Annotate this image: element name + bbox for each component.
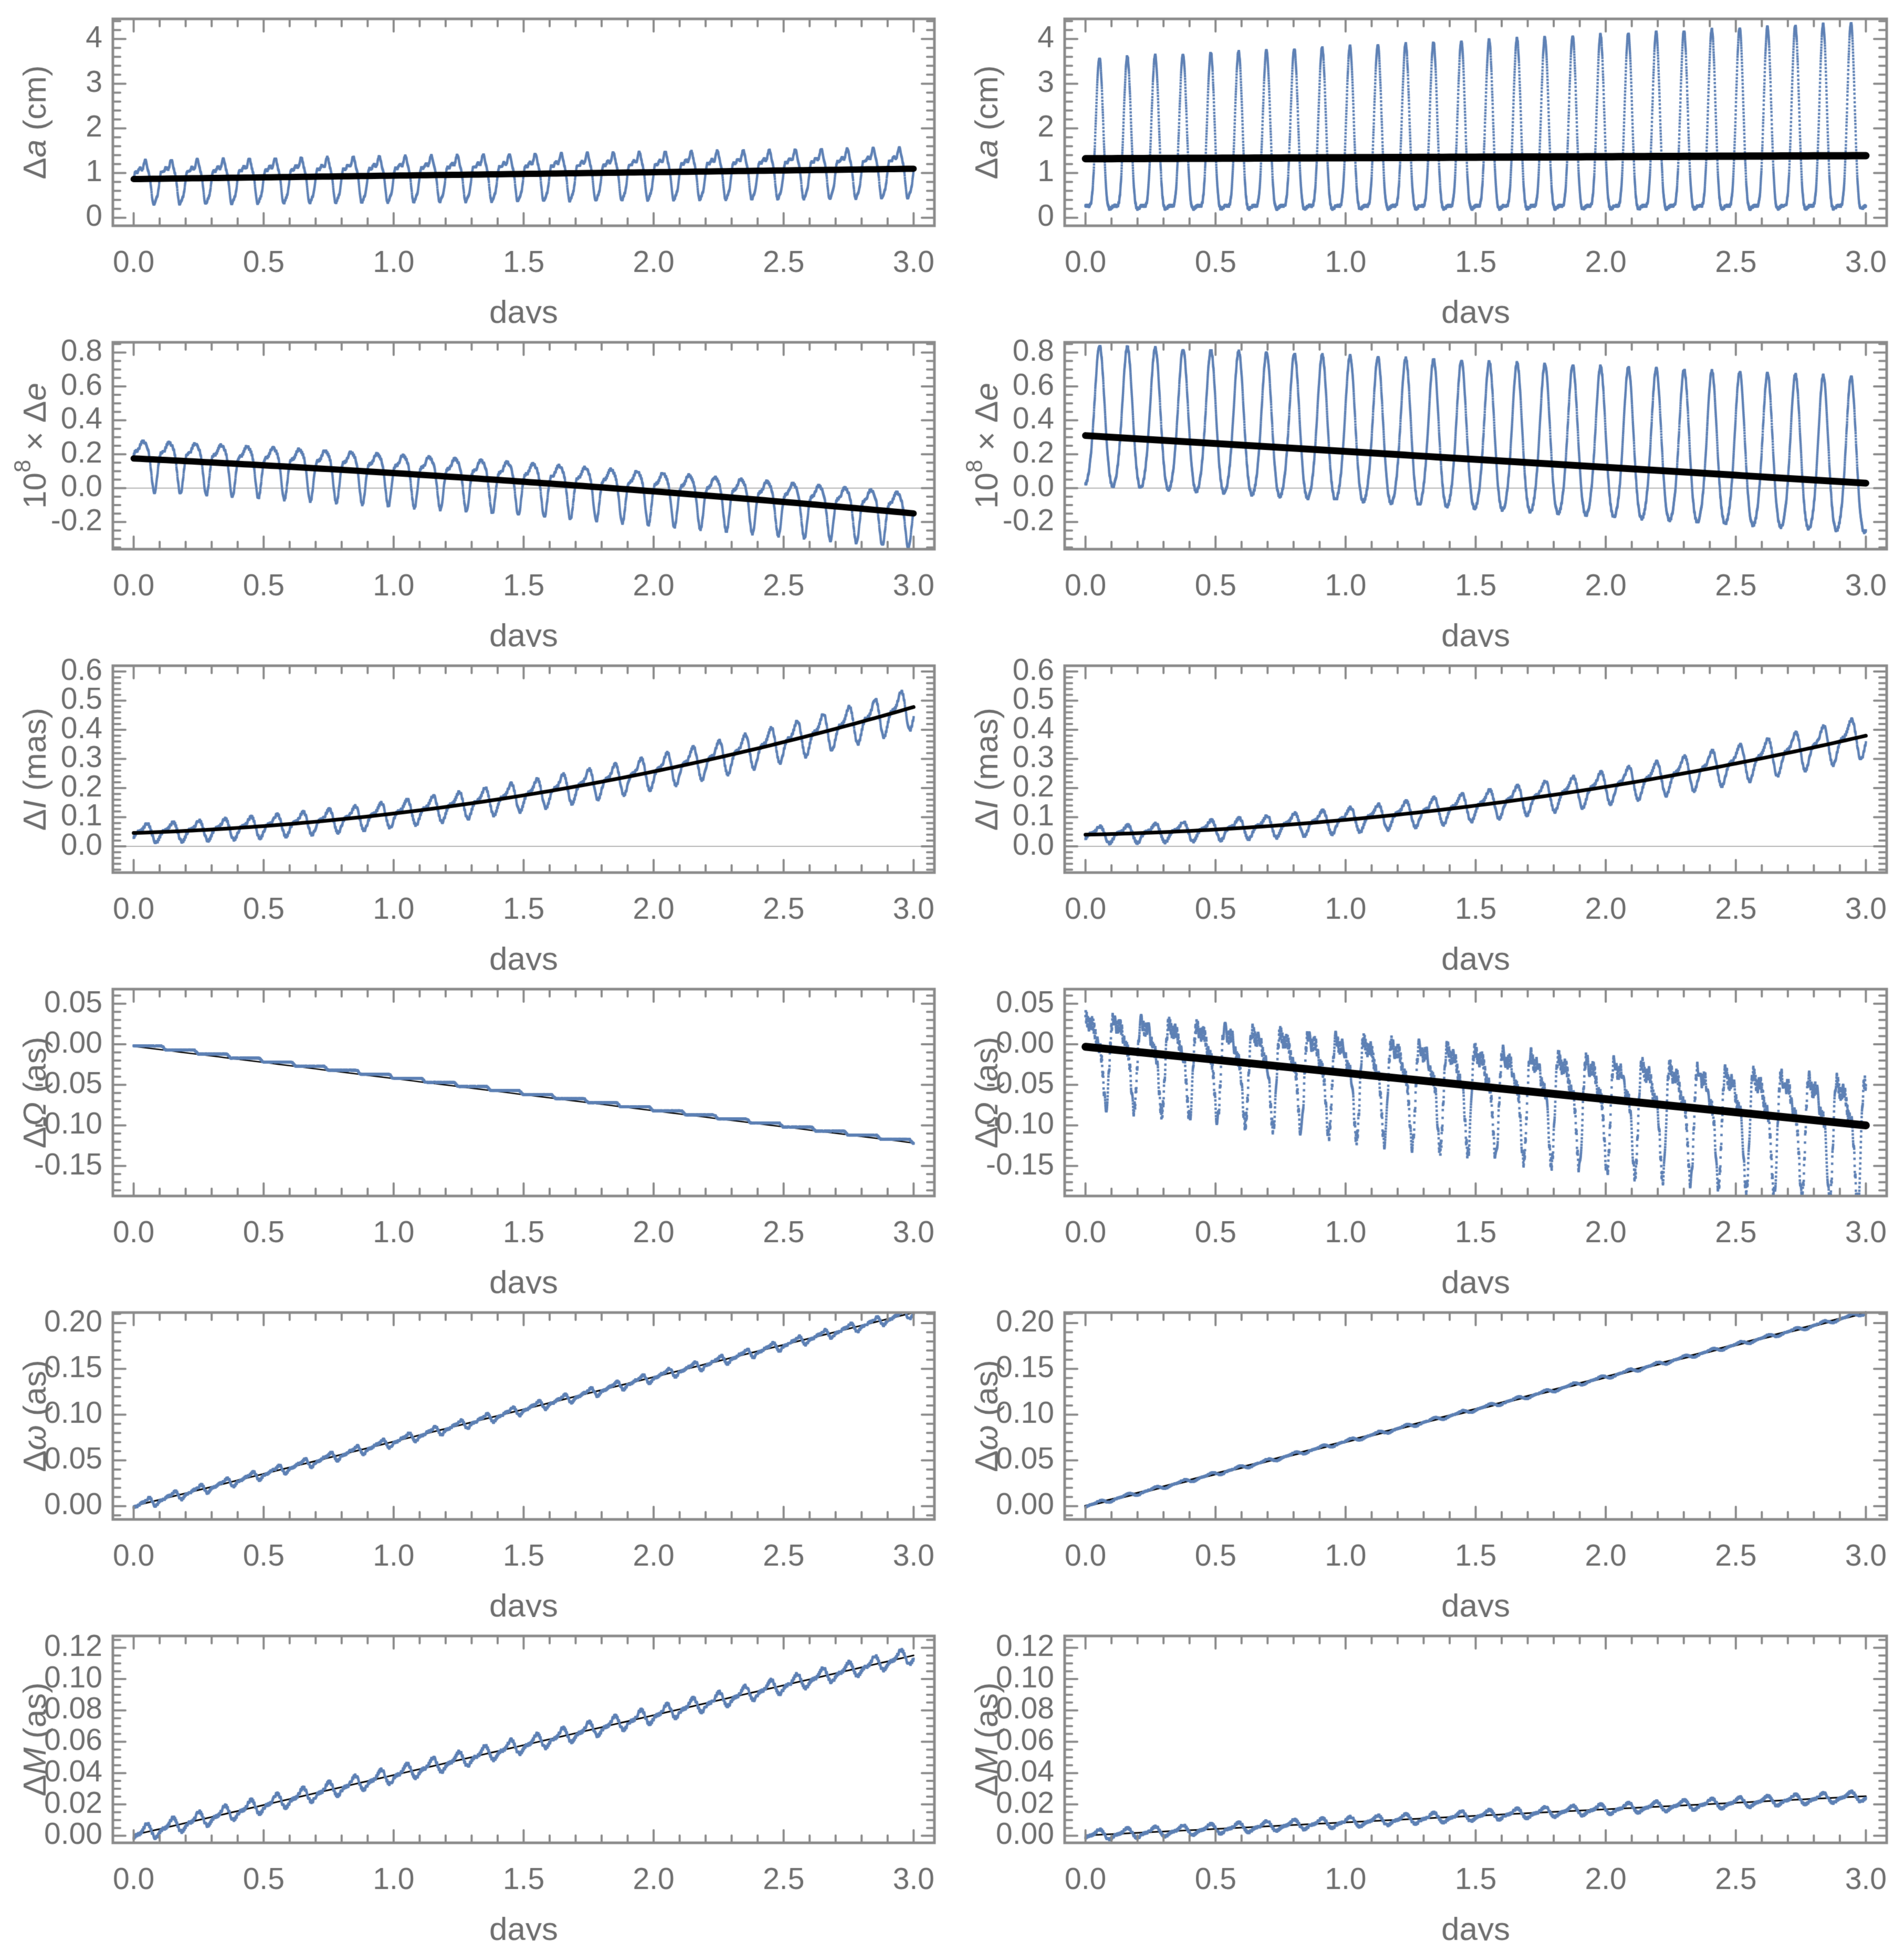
panel-delta-i-left	[0, 647, 952, 970]
chart-canvas-delta-e-left	[0, 323, 952, 647]
panel-delta-m-right	[952, 1617, 1904, 1940]
panel-delta-e-right	[952, 323, 1904, 647]
chart-canvas-delta-a-left	[0, 0, 952, 323]
panel-delta-omega-left	[0, 1294, 952, 1617]
panel-delta-a-right	[952, 0, 1904, 323]
panel-delta-e-left	[0, 323, 952, 647]
panel-delta-omega-cap-left	[0, 970, 952, 1294]
chart-canvas-delta-omega-left	[0, 1294, 952, 1617]
chart-canvas-delta-m-left	[0, 1617, 952, 1940]
chart-canvas-delta-omega-cap-right	[952, 970, 1904, 1294]
chart-canvas-delta-omega-right	[952, 1294, 1904, 1617]
panel-delta-a-left	[0, 0, 952, 323]
panel-delta-omega-right	[952, 1294, 1904, 1617]
chart-canvas-delta-e-right	[952, 323, 1904, 647]
chart-canvas-delta-i-right	[952, 647, 1904, 970]
panel-delta-m-left	[0, 1617, 952, 1940]
panel-delta-i-right	[952, 647, 1904, 970]
chart-canvas-delta-i-left	[0, 647, 952, 970]
chart-canvas-delta-m-right	[952, 1617, 1904, 1940]
chart-canvas-delta-a-right	[952, 0, 1904, 323]
panel-delta-omega-cap-right	[952, 970, 1904, 1294]
chart-canvas-delta-omega-cap-left	[0, 970, 952, 1294]
